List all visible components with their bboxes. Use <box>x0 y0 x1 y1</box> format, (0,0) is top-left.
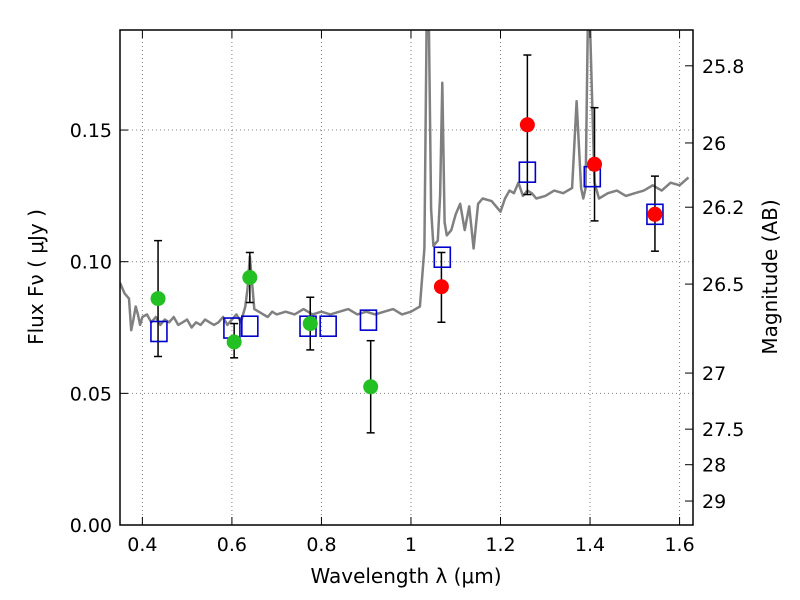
right-tick-label: 25.8 <box>702 56 744 78</box>
x-tick-label: 1.6 <box>664 534 694 556</box>
green-data-point <box>150 291 166 307</box>
template-spectrum-layer <box>120 30 690 332</box>
right-tick-label: 29 <box>702 491 726 513</box>
model-box <box>646 203 664 226</box>
red-data-point <box>647 206 663 222</box>
model-box <box>359 309 378 331</box>
green-data-point <box>242 270 258 285</box>
data-markers-layer <box>150 54 664 434</box>
y-tick-label: 0.10 <box>70 252 112 274</box>
model-box <box>433 246 452 269</box>
red-data-point <box>587 156 603 172</box>
right-tick-label: 27 <box>702 363 726 385</box>
right-tick-label: 26.2 <box>702 197 744 219</box>
model-box <box>518 161 537 183</box>
x-tick-label: 0.6 <box>217 534 247 556</box>
right-tick-label: 26.5 <box>702 274 744 296</box>
right-tick-label: 26 <box>702 133 726 155</box>
y-tick-label: 0.00 <box>70 515 112 537</box>
right-axis-title: Magnitude (AB) <box>758 199 782 354</box>
right-tick-label: 27.5 <box>702 419 744 441</box>
right-tick-label: 28 <box>702 455 726 477</box>
red-data-point <box>433 279 449 295</box>
grid-lines <box>120 30 693 526</box>
x-tick-label: 1.2 <box>485 534 515 556</box>
green-data-point <box>302 316 318 332</box>
axis-ticks <box>120 30 693 526</box>
y-tick-label: 0.15 <box>70 120 112 142</box>
x-tick-label: 0.4 <box>127 534 157 556</box>
x-axis-title: Wavelength λ (μm) <box>310 564 501 588</box>
template-spectrum-line <box>120 30 690 332</box>
model-box <box>150 320 168 343</box>
x-tick-label: 0.8 <box>306 534 336 556</box>
model-box <box>241 315 259 338</box>
y-axis-title: Flux Fν ( μJy ) <box>24 209 48 345</box>
model-box <box>319 315 337 338</box>
y-tick-label: 0.05 <box>70 383 112 405</box>
tick-labels: 0.4 0.6 0.8 1 1.2 1.4 1.6 0.00 0.05 0.10 0.15 25.8 2… <box>70 56 745 556</box>
x-tick-label: 1.4 <box>575 534 605 556</box>
green-data-point <box>363 379 379 395</box>
green-data-point <box>226 334 242 350</box>
x-tick-label: 1 <box>405 534 417 556</box>
plot-frame <box>119 29 694 526</box>
red-data-point <box>519 117 535 133</box>
